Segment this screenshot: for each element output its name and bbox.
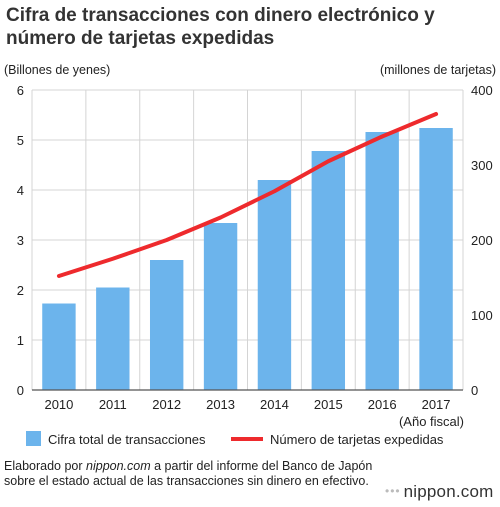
x-tick-label: 2010 [44,397,73,412]
y-left-tick-label: 6 [17,83,24,98]
legend-swatch-bar [26,431,41,446]
y-right-tick-label: 300 [471,158,493,173]
source-prefix: Elaborado por [4,459,87,473]
chart-title: Cifra de transacciones con dinero electr… [6,5,435,49]
y-left-tick-label: 0 [17,383,24,398]
bar-series [42,128,453,390]
y-right-axis-label: (millones de tarjetas) [380,63,496,77]
chart-canvas: 0 1 2 3 4 5 6 0 100 200 300 400 (Billones de yenes) (… [4,63,496,447]
x-tick-label: 2015 [314,397,343,412]
nippon-logo[interactable]: ••• nippon.com [385,482,494,502]
bar [419,128,453,390]
x-tick-label: 2011 [99,397,127,412]
line-path [56,112,439,278]
legend-label-bar: Cifra total de transacciones [48,432,206,447]
logo-text: nippon.com [403,482,494,501]
bar [149,260,184,390]
y-left-axis-label: (Billones de yenes) [4,63,110,77]
x-tick-label: 2013 [206,397,235,412]
source-site: nippon.com [86,459,151,473]
y-left-tick-label: 1 [17,333,24,348]
bar [257,180,292,390]
y-left-tick-label: 4 [17,183,24,198]
source-suffix: a partir del informe del Banco de Japón … [4,459,373,488]
y-right-tick-label: 0 [471,383,478,398]
x-tick-label: 2014 [260,397,289,412]
line-series [56,112,439,278]
x-axis-label: (Año fiscal) [399,414,464,429]
source-note: Elaborado por nippon.com a partir del in… [4,459,374,489]
x-tick-label: 2012 [152,397,181,412]
y-right-tick-label: 100 [471,308,493,323]
legend: Cifra total de transacciones Número de ta… [26,431,444,447]
logo-dots-icon: ••• [385,484,401,498]
y-right-tick-label: 200 [471,233,493,248]
y-left-tick-label: 5 [17,133,24,148]
y-left-tick-label: 2 [17,283,24,298]
bar [203,223,238,390]
y-left-tick-label: 3 [17,233,24,248]
y-right-tick-label: 400 [471,83,493,98]
axes: 0 1 2 3 4 5 6 0 100 200 300 400 (Billones de yenes) (… [4,63,496,429]
bar [311,151,346,390]
x-tick-label: 2016 [368,397,397,412]
x-tick-label: 2017 [422,397,451,412]
bar [42,303,76,390]
bar [96,287,130,390]
legend-label-line: Número de tarjetas expedidas [270,432,444,447]
bar [365,132,399,390]
